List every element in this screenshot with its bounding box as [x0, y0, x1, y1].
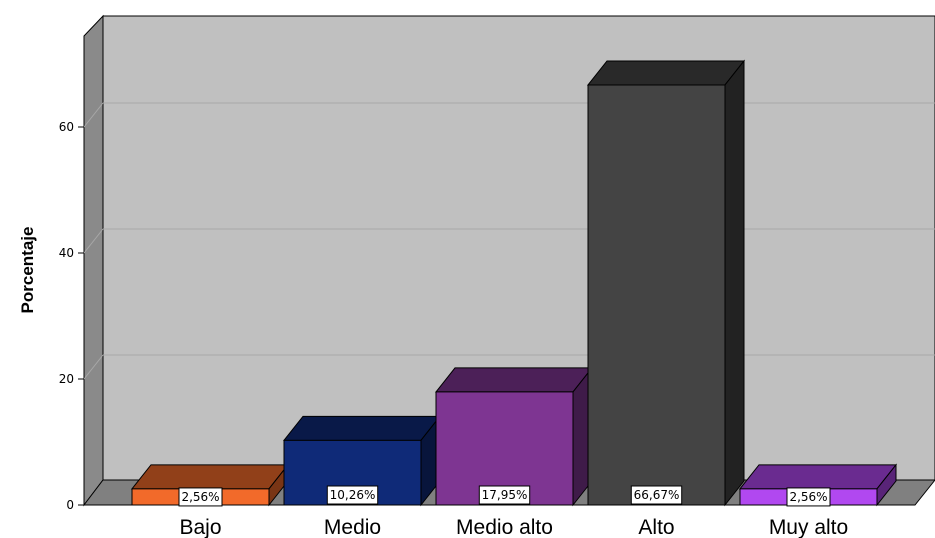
x-tick-label: Bajo	[179, 516, 221, 538]
data-label-box	[786, 487, 831, 507]
x-axis: Bajo Medio Medio alto Alto Muy alto	[179, 516, 848, 538]
data-label-text: 17,95%	[482, 488, 528, 502]
data-label: 10,26%	[326, 485, 379, 505]
bar-top	[282, 415, 442, 441]
side-wall	[83, 14, 104, 507]
data-label: 17,95%	[478, 485, 531, 505]
data-labels: 2,56% 10,26% 17,95% 66,67% 2,56%	[178, 485, 831, 507]
x-tick-label: Muy alto	[769, 516, 848, 538]
x-tick-label: Medio	[324, 516, 381, 538]
data-label: 2,56%	[178, 487, 223, 507]
y-axis: 0 20 40 60	[59, 120, 84, 512]
data-label-box	[478, 485, 531, 505]
gridline-side	[83, 102, 104, 128]
x-tick-label: Medio alto	[456, 516, 553, 538]
bar-top	[130, 464, 290, 490]
data-label-box	[630, 485, 683, 505]
x-tick-label: Alto	[638, 516, 674, 538]
data-label: 66,67%	[630, 485, 683, 505]
y-tick-label: 60	[59, 120, 74, 134]
gridline-side	[83, 228, 104, 254]
y-axis-label: Porcentaje	[18, 227, 37, 314]
data-label-box	[326, 485, 379, 505]
gridlines	[83, 102, 935, 380]
bar-medio-alto	[434, 366, 594, 507]
y-tick-label: 40	[59, 246, 74, 260]
bar-alto	[586, 59, 746, 507]
y-tick-label: 20	[59, 372, 74, 386]
y-tick-label: 0	[66, 498, 74, 512]
data-label-text: 2,56%	[789, 490, 827, 504]
bar-top	[738, 464, 898, 490]
bar-top	[434, 367, 594, 393]
gridline-side	[83, 354, 104, 380]
data-label-text: 66,67%	[634, 488, 680, 502]
bar-front	[587, 84, 726, 506]
bar-top	[586, 60, 746, 86]
bar-side	[724, 59, 745, 507]
data-label-box	[178, 487, 223, 507]
data-label: 2,56%	[786, 487, 831, 507]
data-label-text: 2,56%	[181, 490, 219, 504]
bars	[130, 59, 898, 507]
data-label-text: 10,26%	[330, 488, 376, 502]
